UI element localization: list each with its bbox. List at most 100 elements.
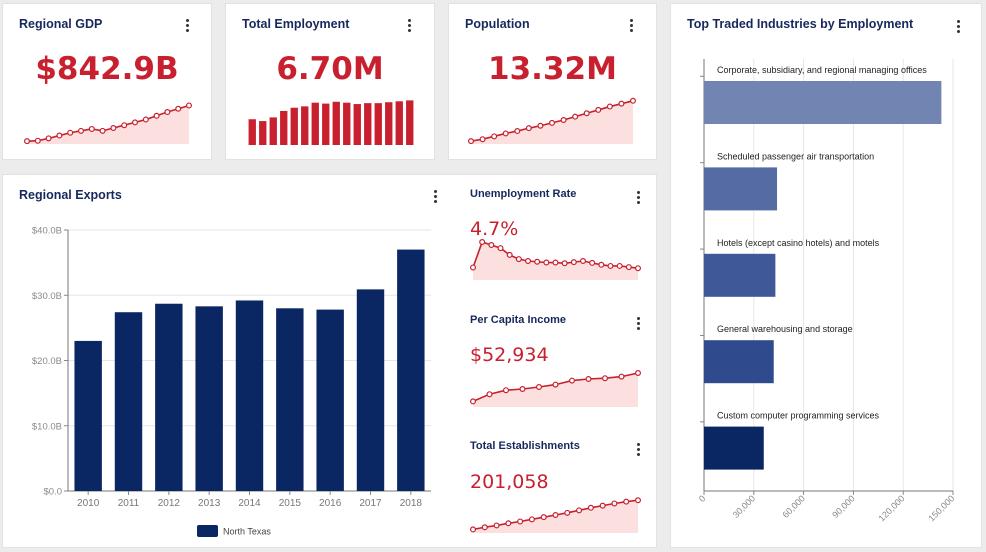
sparkline-point: [88, 125, 95, 132]
sparkline-area: [27, 105, 189, 144]
unemployment-rate-value: 4.7%: [470, 218, 519, 240]
employment-bar: [248, 119, 256, 145]
industries-x-tick-label: 90,000: [830, 493, 857, 520]
exports-x-tick-label: 2014: [238, 498, 261, 509]
exports-bar: [235, 300, 264, 491]
sparkline-point: [45, 135, 52, 142]
sparkline-point: [634, 370, 641, 377]
industries-x-tick-label: 0: [697, 493, 708, 504]
industries-bar: [704, 426, 764, 470]
sparkline-point: [497, 245, 504, 252]
sparkline-point: [616, 262, 623, 269]
population-sparkline: [468, 97, 637, 145]
employment-bar: [269, 117, 277, 145]
industries-category-label: Custom computer programming services: [717, 411, 880, 421]
sparkline-point: [110, 125, 117, 132]
sparkline-point: [585, 376, 592, 383]
exports-y-tick-label: $20.0B: [32, 356, 62, 367]
sparkline-point: [543, 259, 550, 266]
industries-category-label: Scheduled passenger air transportation: [717, 151, 874, 161]
exports-x-tick-label: 2010: [77, 498, 100, 509]
exports-x-tick-label: 2013: [198, 498, 221, 509]
sparkline-point: [479, 238, 486, 245]
sparkline-point: [618, 100, 625, 107]
exports-x-tick-label: 2016: [319, 498, 342, 509]
industries-bar: [704, 340, 774, 384]
sparkline-point: [77, 127, 84, 134]
exports-x-tick-label: 2015: [279, 498, 302, 509]
sparkline-point: [583, 110, 590, 117]
employment-bar: [290, 107, 298, 145]
exports-bar: [356, 289, 385, 491]
exports-legend-swatch: [197, 525, 218, 537]
sparkline-point: [493, 522, 500, 529]
employment-bar: [322, 103, 330, 145]
employment-bar: [353, 104, 361, 145]
sparkline-point: [142, 116, 149, 123]
sparkline-point: [537, 122, 544, 129]
total-employment-value: 6.70M: [276, 51, 384, 87]
sparkline-point: [470, 526, 477, 533]
sparkline-point: [503, 387, 510, 394]
industries-x-tick-label: 150,000: [926, 493, 956, 523]
exports-bar: [316, 309, 344, 491]
regional-gdp-value: $842.9B: [35, 51, 179, 87]
sparkline-point: [595, 106, 602, 113]
population-menu-icon[interactable]: [630, 19, 634, 33]
regional-gdp-card: Regional GDP $842.9B: [2, 3, 212, 160]
exports-y-tick-label: $10.0B: [32, 421, 62, 432]
exports-x-tick-label: 2011: [118, 498, 140, 509]
industries-category-label: General warehousing and storage: [717, 324, 853, 334]
industries-x-tick-label: 120,000: [877, 493, 907, 523]
employment-bar: [311, 102, 319, 145]
sparkline-point: [481, 524, 488, 531]
unemployment-rate-sparkline: [470, 238, 641, 280]
industries-bar: [704, 167, 778, 211]
employment-bar: [259, 121, 267, 145]
exports-y-tick-label: $0.0: [44, 487, 63, 498]
sparkline-point: [607, 262, 614, 269]
sparkline-point: [470, 264, 477, 271]
total-establishments-menu-icon[interactable]: [637, 443, 641, 457]
sparkline-point: [570, 259, 577, 266]
regional-exports-menu-icon[interactable]: [434, 190, 438, 204]
per-capita-income-sparkline: [470, 370, 641, 407]
regional-gdp-menu-icon[interactable]: [186, 19, 190, 33]
sparkline-point: [534, 258, 541, 265]
per-capita-income-menu-icon[interactable]: [637, 317, 641, 331]
employment-bar: [395, 101, 403, 145]
sparkline-point: [568, 377, 575, 384]
employment-bar: [280, 110, 288, 145]
sparkline-area: [473, 242, 638, 280]
sparkline-point: [548, 119, 555, 126]
total-employment-card: Total Employment 6.70M: [225, 3, 435, 160]
exports-bar: [276, 308, 304, 491]
top-industries-title: Top Traded Industries by Employment: [687, 17, 914, 31]
sparkline-point: [470, 398, 477, 405]
exports-and-metrics-card: Regional Exports $0.0 $10.0B $20.0B $30.0B $…: [2, 174, 657, 548]
sparkline-point: [24, 138, 31, 145]
unemployment-rate-menu-icon[interactable]: [637, 191, 641, 205]
sparkline-point: [186, 102, 193, 109]
regional-gdp-title: Regional GDP: [19, 17, 103, 31]
total-establishments-value: 201,058: [470, 471, 549, 493]
industries-x-tick-label: 60,000: [780, 493, 807, 520]
total-employment-menu-icon[interactable]: [408, 19, 412, 33]
population-card: Population 13.32M: [448, 3, 657, 160]
top-industries-menu-icon[interactable]: [957, 20, 961, 34]
sparkline-point: [528, 516, 535, 523]
sparkline-point: [601, 375, 608, 382]
sparkline-point: [623, 498, 630, 505]
sparkline-point: [606, 103, 613, 110]
sparkline-point: [99, 127, 106, 134]
sparkline-point: [535, 384, 542, 391]
exports-x-tick-label: 2017: [359, 498, 382, 509]
industries-bar: [704, 81, 942, 124]
sparkline-point: [579, 257, 586, 264]
top-industries-chart: 0 30,000 60,000 90,000 120,000 150,000 Corpora…: [697, 59, 956, 523]
sparkline-point: [488, 242, 495, 249]
top-industries-card: Top Traded Industries by Employment 0 30,…: [670, 3, 982, 548]
sparkline-point: [576, 507, 583, 514]
sparkline-point: [634, 265, 641, 272]
sparkline-point: [468, 138, 475, 145]
